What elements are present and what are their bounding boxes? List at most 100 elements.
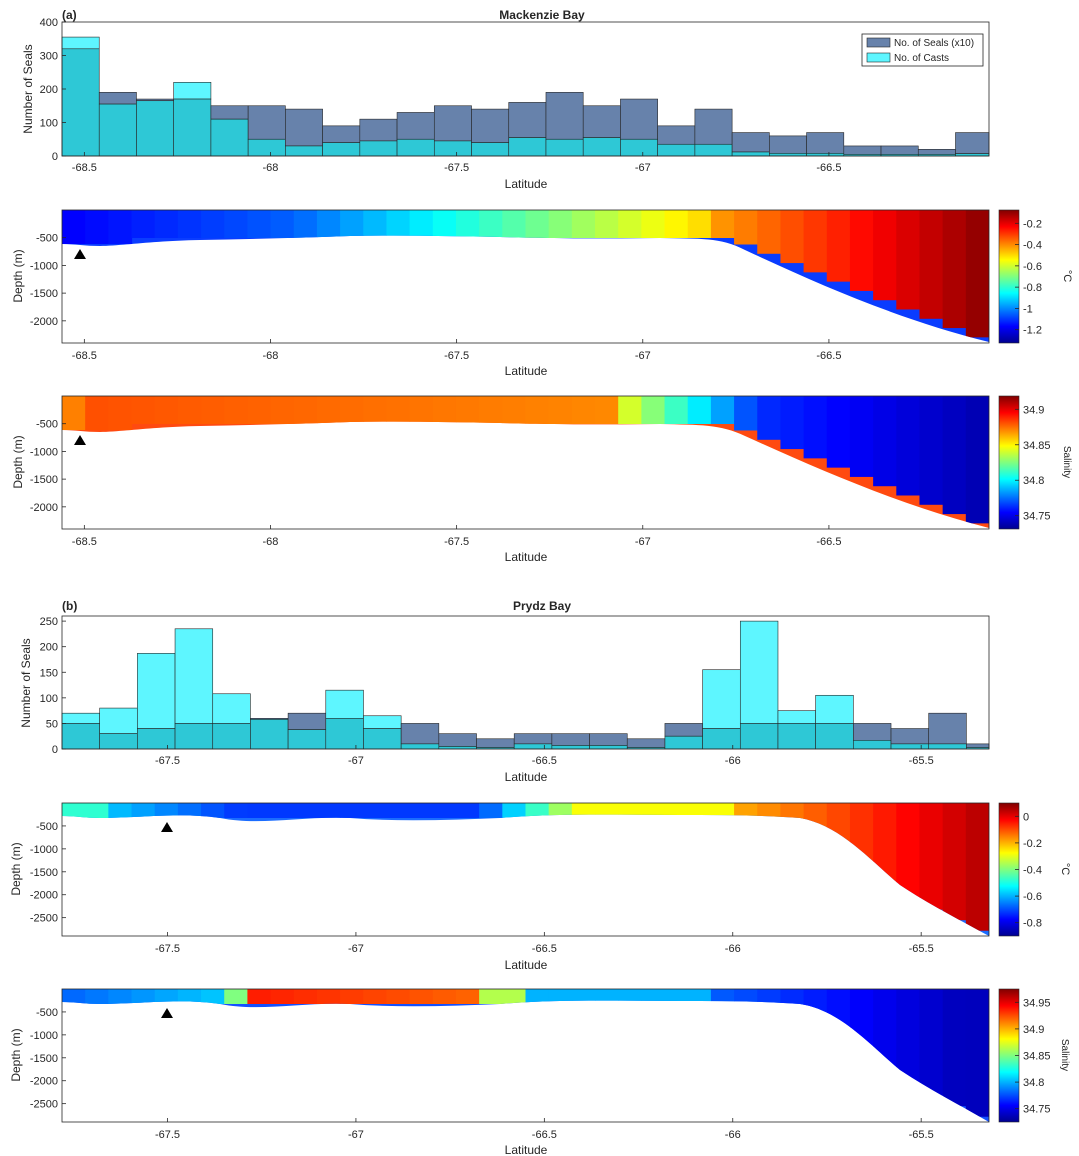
section-column <box>154 989 179 1004</box>
histogram-b-xlabel: Latitude <box>505 770 548 784</box>
colorbar-tick-label: 34.85 <box>1023 1051 1051 1063</box>
section-column <box>131 396 156 424</box>
colorbar-tick-label: 34.8 <box>1023 475 1044 487</box>
section-column <box>664 989 689 1004</box>
marker-triangle-b-sal <box>161 1008 173 1018</box>
histogram-bar-overlap <box>890 743 930 750</box>
histogram-bar <box>322 125 361 143</box>
y-tick-label: -1000 <box>30 1030 58 1042</box>
section-column <box>316 803 341 818</box>
section-column <box>363 803 388 818</box>
section-column <box>687 210 712 238</box>
temperature-section-a-columns <box>62 210 989 338</box>
section-column <box>873 210 897 301</box>
section-column <box>734 989 758 1012</box>
colorbar-tick-label: 34.95 <box>1023 997 1051 1009</box>
histogram-bar <box>657 125 696 145</box>
legend-label-casts: No. of Casts <box>894 53 949 64</box>
section-column <box>316 210 341 238</box>
x-tick-label: -65.5 <box>909 1129 934 1141</box>
section-column <box>108 989 133 1004</box>
section-column <box>641 210 666 238</box>
section-column <box>340 803 364 818</box>
histogram-bar-overlap <box>287 729 327 750</box>
section-column <box>826 803 851 868</box>
y-tick-label: -1000 <box>30 260 58 272</box>
x-tick-label: -67.5 <box>155 1129 180 1141</box>
section-column <box>571 396 596 424</box>
histogram-bar <box>471 108 510 143</box>
histogram-bar-overlap <box>137 728 176 750</box>
salinity-section-a-xlabel: Latitude <box>505 550 548 564</box>
section-column <box>293 396 318 424</box>
section-column <box>780 210 805 264</box>
section-column <box>247 989 272 1004</box>
histogram-bar <box>917 149 956 155</box>
section-column <box>432 989 457 1004</box>
y-tick-label: -2500 <box>30 913 58 925</box>
section-column <box>571 989 596 1004</box>
section-column <box>502 803 527 818</box>
legend-swatch-seals <box>866 37 891 48</box>
salinity-section-a-xticks: -68.5 -68 -67.5 -67 -66.5 <box>72 525 841 548</box>
section-column <box>849 989 874 1065</box>
x-tick-label: -67.5 <box>444 162 469 174</box>
colorbar-tick-label: -0.2 <box>1023 838 1042 850</box>
x-tick-label: -68 <box>263 162 279 174</box>
histogram-bar <box>806 132 845 154</box>
histogram-bar-overlap <box>806 153 845 157</box>
histogram-bar-overlap <box>285 145 323 157</box>
section-column <box>386 396 411 424</box>
salinity-section-b-axes-box <box>61 988 990 1123</box>
section-column <box>479 210 503 238</box>
histogram-bar <box>433 105 472 142</box>
section-column <box>108 803 133 818</box>
histogram-bar <box>137 653 176 729</box>
section-column <box>641 803 666 818</box>
histogram-bar-overlap <box>210 118 249 157</box>
temperature-section-b-yticks: -500 -1000 -1500 -2000 -2500 <box>30 821 66 925</box>
histogram-b-ylabel: Number of Seals <box>19 638 33 727</box>
colorbar-tick-label: 34.8 <box>1023 1077 1044 1089</box>
y-tick-label: 400 <box>40 17 58 29</box>
section-column <box>247 210 272 238</box>
section-column <box>224 989 248 1004</box>
section-column <box>618 989 642 1004</box>
histogram-bar <box>928 712 967 745</box>
section-column <box>409 803 434 818</box>
histogram-bar-overlap <box>322 142 361 157</box>
y-tick-label: -1500 <box>30 867 58 879</box>
section-column <box>780 803 805 847</box>
histogram-bar-overlap <box>664 735 703 750</box>
histogram-bar <box>853 723 892 741</box>
histogram-bar-overlap <box>61 723 100 750</box>
histogram-bar-overlap <box>400 743 440 750</box>
section-column <box>455 210 480 238</box>
section-column <box>664 396 689 424</box>
histogram-b-axes-box <box>61 615 990 750</box>
colorbar-tick-label: 34.9 <box>1023 404 1044 416</box>
section-column <box>548 396 573 424</box>
panel-b-label: (b) <box>62 599 77 613</box>
section-column <box>270 803 295 818</box>
histogram-bar <box>777 710 816 724</box>
histogram-bar <box>551 733 590 746</box>
section-column <box>479 989 503 1004</box>
x-tick-label: -66.5 <box>816 350 841 362</box>
section-column <box>965 396 989 524</box>
section-column <box>409 396 434 424</box>
histogram-bar <box>966 743 990 748</box>
section-column <box>340 210 364 238</box>
histogram-bar <box>545 92 584 140</box>
section-column <box>710 210 735 238</box>
temperature-section-b-columns <box>62 803 989 931</box>
section-column <box>224 210 248 238</box>
colorbar-tick-label: 34.75 <box>1023 1104 1051 1116</box>
y-tick-label: -1500 <box>30 1053 58 1065</box>
section-column <box>664 210 689 238</box>
x-tick-label: -68.5 <box>72 350 97 362</box>
histogram-b: 0 50 100 150 200 250 -67.5 -67 -66.5 -66 -65.5 Nu… <box>19 615 990 784</box>
section-column <box>479 803 503 818</box>
histogram-a: 0 100 200 300 400 -68.5 -68 -67.5 -67 -66.5 Numb… <box>21 17 990 191</box>
